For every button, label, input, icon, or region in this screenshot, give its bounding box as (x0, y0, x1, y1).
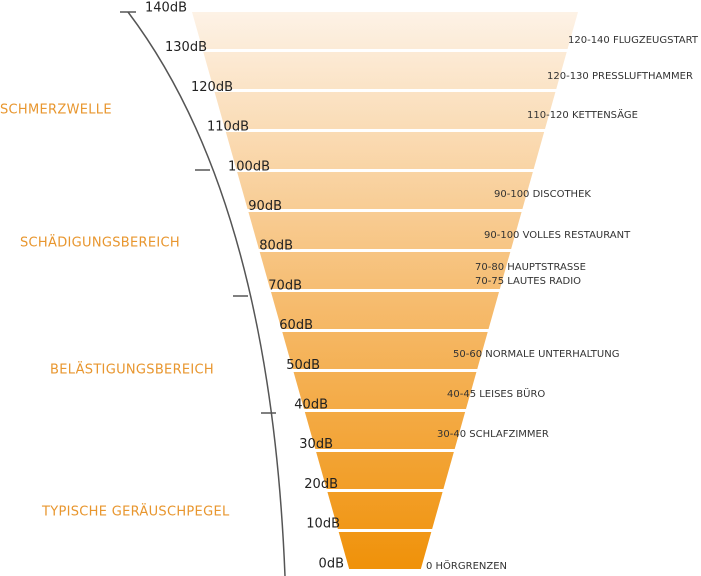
funnel-band (192, 12, 578, 49)
funnel-band (225, 132, 545, 169)
db-label: 120dB (191, 80, 233, 95)
db-label: 130dB (165, 40, 207, 55)
zone-label: SCHÄDIGUNGSBEREICH (20, 235, 180, 251)
zone-label: SCHMERZWELLE (0, 103, 112, 118)
funnel-band (214, 92, 556, 129)
db-label: 70dB (268, 278, 302, 293)
example-label: 40-45 LEISES BÜRO (447, 387, 545, 400)
scale-curve (127, 11, 286, 576)
zone-label: BELÄSTIGUNGSBEREICH (50, 362, 214, 378)
db-label: 100dB (228, 159, 270, 174)
example-label: 110-120 KETTENSÄGE (527, 108, 638, 121)
db-label: 80dB (259, 239, 293, 254)
example-label: 90-100 VOLLES RESTAURANT (484, 230, 631, 241)
db-label: 110dB (207, 120, 249, 135)
funnel-band (282, 332, 488, 369)
funnel-band (293, 372, 477, 409)
example-label: 70-80 HAUPTSTRASSE (475, 262, 586, 273)
db-label: 0dB (319, 556, 344, 571)
db-label: 10dB (306, 517, 340, 532)
funnel-band (304, 412, 466, 449)
example-label: 120-130 PRESSLUFTHAMMER (547, 71, 693, 82)
zone-label: TYPISCHE GERÄUSCHPEGEL (41, 504, 230, 520)
db-label: 90dB (248, 199, 282, 214)
funnel-band (203, 52, 567, 89)
funnel-band (316, 452, 454, 489)
funnel (192, 12, 578, 569)
funnel-band (271, 292, 499, 329)
example-label: 70-75 LAUTES RADIO (475, 276, 581, 287)
db-label: 40dB (294, 398, 328, 413)
db-label: 20dB (304, 477, 338, 492)
example-label: 30-40 SCHLAFZIMMER (437, 429, 549, 440)
funnel-band (237, 172, 533, 209)
funnel-band (338, 532, 432, 569)
example-label: 0 HÖRGRENZEN (426, 559, 507, 572)
db-label: 30dB (299, 437, 333, 452)
example-label: 50-60 NORMALE UNTERHALTUNG (453, 349, 619, 360)
db-label: 140dB (145, 1, 187, 16)
example-label: 120-140 FLUGZEUGSTART (568, 35, 699, 46)
zone-ticks (120, 11, 276, 414)
db-label: 60dB (279, 318, 313, 333)
db-label: 50dB (286, 358, 320, 373)
example-label: 90-100 DISCOTHEK (494, 189, 591, 200)
funnel-band (327, 492, 443, 529)
funnel-band (248, 212, 522, 249)
funnel-band (259, 252, 511, 289)
